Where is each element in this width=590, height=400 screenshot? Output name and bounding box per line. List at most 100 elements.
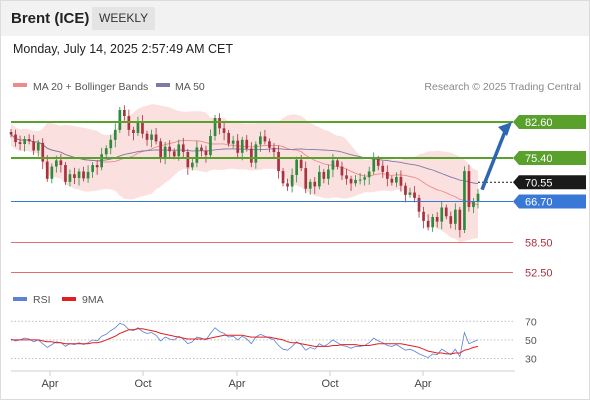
rsi-tick-label: 70 <box>525 316 537 328</box>
candle-body <box>372 158 376 172</box>
candle-body <box>381 165 385 172</box>
candle-body <box>136 121 140 133</box>
candle-body <box>259 136 262 145</box>
candle-body <box>113 129 117 140</box>
candle-body <box>181 144 185 152</box>
candle-body <box>250 148 253 163</box>
forecast-arrow-shaft <box>480 128 508 191</box>
level-label: 66.70 <box>525 197 553 209</box>
candle-body <box>86 171 90 179</box>
candle-body <box>308 181 312 189</box>
candle-body <box>200 147 203 151</box>
candle-body <box>14 134 17 143</box>
candle-body <box>422 211 425 221</box>
candle-body <box>458 209 462 230</box>
candle-body <box>236 140 240 153</box>
candle-body <box>331 160 335 170</box>
candle-body <box>290 175 294 187</box>
level-label: 52.50 <box>525 268 553 280</box>
candle-body <box>145 133 149 140</box>
level-tag <box>513 151 586 165</box>
candle-body <box>168 146 171 152</box>
header-bar: Brent (ICE) WEEKLY <box>0 0 590 36</box>
candle-body <box>222 128 226 133</box>
candle-body <box>354 179 357 184</box>
candle-body <box>363 177 366 180</box>
candle-body <box>286 183 289 187</box>
candle-body <box>218 118 221 129</box>
candle-body <box>95 165 99 168</box>
candle-body <box>150 134 153 140</box>
candle-body <box>186 152 190 168</box>
candle-body <box>404 185 407 195</box>
ma50-legend-label: MA 50 <box>175 81 205 93</box>
candle-body <box>172 151 176 157</box>
candle-body <box>109 139 113 149</box>
rsi-line <box>10 322 479 359</box>
candle-body <box>399 176 403 186</box>
credit-text: Research © 2025 Trading Central <box>424 81 581 93</box>
rsi-ma-line <box>11 328 479 355</box>
candle-body <box>467 171 471 207</box>
bollinger-band <box>11 104 478 243</box>
candle-body <box>159 141 162 159</box>
candle-body <box>435 217 439 222</box>
candle-body <box>231 140 235 144</box>
candle-body <box>272 147 276 152</box>
candle-body <box>463 171 466 230</box>
candle-body <box>395 176 398 183</box>
candle-body <box>177 144 181 157</box>
level-label: 58.50 <box>525 238 553 250</box>
x-tick-label: Oct <box>134 378 151 390</box>
candle-body <box>304 168 308 189</box>
candle-body <box>327 169 330 179</box>
candle-body <box>340 166 344 176</box>
candle-body <box>349 178 353 184</box>
candle-body <box>263 136 267 142</box>
candle-body <box>268 141 271 148</box>
candle-body <box>118 110 122 130</box>
rsi-legend-swatch <box>13 297 27 301</box>
rsi-ma-legend-label: 9MA <box>82 294 104 306</box>
candle-body <box>367 171 371 178</box>
candle-body <box>254 144 258 163</box>
candle-body <box>413 192 416 198</box>
candle-body <box>9 132 13 135</box>
rsi-panel: 70 50 30 <box>10 316 537 366</box>
candle-body <box>204 150 208 156</box>
price-levels: 82.60 75.40 70.55 66.70 58.50 52.50 <box>11 115 586 280</box>
x-tick-label: Apr <box>414 378 431 390</box>
level-tag <box>513 194 586 209</box>
candle-body <box>82 171 85 179</box>
candle-body <box>358 179 362 181</box>
candle-body <box>27 139 31 142</box>
candle-body <box>431 217 434 228</box>
rsi-ma-legend-swatch <box>62 297 76 301</box>
candle-body <box>440 207 444 222</box>
level-tag <box>513 175 586 190</box>
ma50-legend-swatch <box>156 83 170 87</box>
rsi-tick-label: 30 <box>525 354 537 366</box>
candle-body <box>390 178 394 183</box>
candle-body <box>322 171 326 179</box>
candle-body <box>73 174 76 178</box>
candle-body <box>376 158 380 166</box>
candle-body <box>59 160 63 165</box>
x-tick-label: Oct <box>321 378 338 390</box>
candle-body <box>45 161 49 179</box>
level-tag <box>513 115 586 129</box>
rsi-tick-label: 50 <box>525 335 537 347</box>
candle-body <box>227 132 230 144</box>
candle-body <box>318 171 321 187</box>
candle-body <box>163 146 167 159</box>
price-plot <box>9 104 480 243</box>
rsi-legend-label: RSI <box>33 294 51 306</box>
period-selector[interactable]: WEEKLY <box>92 7 156 30</box>
candle-body <box>195 147 199 163</box>
level-label: 70.55 <box>525 177 553 189</box>
candle-body <box>18 142 22 144</box>
candle-body <box>281 171 285 184</box>
candle-body <box>449 216 453 224</box>
time-axis: Apr Oct Apr Oct Apr <box>11 370 515 390</box>
